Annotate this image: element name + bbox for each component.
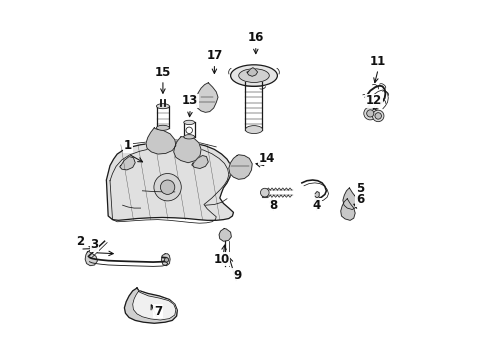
Text: 3: 3 (91, 238, 98, 251)
Text: 15: 15 (155, 66, 171, 78)
Polygon shape (120, 157, 135, 170)
Ellipse shape (184, 120, 195, 125)
Polygon shape (229, 155, 252, 179)
Text: 4: 4 (313, 199, 321, 212)
Circle shape (375, 113, 381, 119)
Text: 17: 17 (206, 49, 222, 62)
Circle shape (164, 258, 169, 262)
Text: 14: 14 (258, 152, 275, 165)
Text: 7: 7 (154, 305, 162, 318)
Polygon shape (341, 199, 355, 220)
Polygon shape (247, 68, 258, 76)
Ellipse shape (231, 65, 277, 86)
Ellipse shape (184, 135, 195, 139)
Polygon shape (162, 254, 170, 266)
Polygon shape (133, 291, 176, 320)
Circle shape (261, 188, 269, 197)
Text: 5: 5 (356, 183, 365, 195)
Circle shape (154, 174, 181, 201)
Ellipse shape (245, 126, 263, 134)
Text: 10: 10 (214, 253, 230, 266)
Text: 6: 6 (356, 193, 365, 206)
Polygon shape (124, 288, 177, 323)
Text: 12: 12 (366, 94, 382, 107)
Text: 9: 9 (233, 269, 241, 282)
Polygon shape (315, 192, 319, 198)
Text: 2: 2 (76, 235, 84, 248)
Text: 1: 1 (124, 139, 132, 152)
Polygon shape (192, 156, 208, 168)
Text: 13: 13 (182, 94, 198, 107)
Circle shape (367, 110, 374, 117)
Polygon shape (174, 137, 201, 163)
Text: 8: 8 (270, 199, 278, 212)
Circle shape (160, 180, 175, 194)
Polygon shape (146, 128, 176, 154)
Polygon shape (219, 229, 231, 241)
Circle shape (372, 110, 384, 122)
Polygon shape (343, 188, 357, 210)
Ellipse shape (156, 104, 170, 109)
Text: 11: 11 (370, 55, 386, 68)
Circle shape (364, 107, 377, 120)
Polygon shape (106, 141, 233, 220)
Ellipse shape (156, 125, 170, 130)
Ellipse shape (239, 69, 270, 82)
Polygon shape (262, 189, 267, 197)
Polygon shape (196, 83, 218, 112)
Text: 16: 16 (247, 31, 264, 44)
Polygon shape (85, 251, 98, 266)
